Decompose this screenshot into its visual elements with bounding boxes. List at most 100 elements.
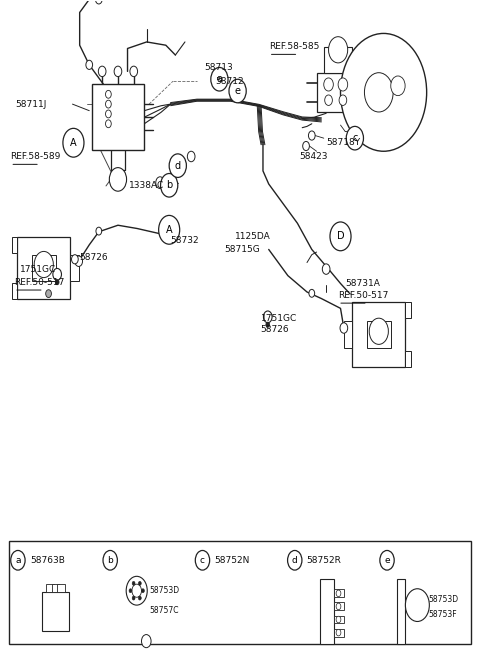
- Bar: [334, 628, 344, 636]
- Circle shape: [156, 176, 164, 188]
- Circle shape: [72, 255, 78, 264]
- Circle shape: [138, 581, 141, 585]
- Circle shape: [11, 550, 25, 570]
- Circle shape: [158, 215, 180, 244]
- Text: 58753F: 58753F: [428, 610, 457, 619]
- Circle shape: [106, 91, 111, 98]
- Text: A: A: [70, 138, 77, 148]
- Circle shape: [336, 616, 341, 623]
- Text: a: a: [15, 556, 21, 565]
- Circle shape: [309, 131, 315, 140]
- Circle shape: [340, 323, 348, 333]
- Bar: [317, 73, 355, 112]
- Text: e: e: [384, 556, 390, 565]
- Bar: [52, 584, 59, 592]
- Circle shape: [132, 596, 135, 600]
- Text: 1338AC: 1338AC: [129, 181, 164, 190]
- Circle shape: [86, 60, 93, 70]
- Circle shape: [195, 550, 210, 570]
- Circle shape: [338, 78, 348, 91]
- Bar: [320, 579, 334, 644]
- Text: 58731A: 58731A: [345, 279, 380, 288]
- Bar: [334, 615, 344, 623]
- Text: b: b: [108, 556, 113, 565]
- Text: c: c: [200, 556, 205, 565]
- Text: 58715G: 58715G: [225, 245, 261, 254]
- Circle shape: [169, 154, 186, 177]
- Circle shape: [55, 279, 59, 285]
- Circle shape: [187, 152, 195, 162]
- Bar: [405, 351, 411, 367]
- Bar: [344, 321, 352, 348]
- Circle shape: [63, 129, 84, 157]
- Bar: [92, 85, 144, 150]
- Circle shape: [229, 79, 246, 103]
- Circle shape: [114, 66, 122, 77]
- Circle shape: [303, 142, 310, 151]
- Circle shape: [309, 289, 315, 297]
- Bar: [12, 237, 17, 253]
- Circle shape: [138, 596, 141, 600]
- Text: REF.58-585: REF.58-585: [269, 42, 319, 51]
- Circle shape: [369, 318, 388, 344]
- Circle shape: [364, 73, 393, 112]
- Text: 1125DA: 1125DA: [235, 232, 271, 241]
- Text: 58763B: 58763B: [30, 556, 65, 565]
- Bar: [324, 47, 352, 73]
- Circle shape: [380, 550, 394, 570]
- Circle shape: [130, 66, 138, 77]
- Circle shape: [264, 311, 272, 323]
- Bar: [12, 283, 17, 299]
- Circle shape: [336, 590, 341, 596]
- Text: d: d: [175, 161, 181, 171]
- Text: c: c: [352, 133, 358, 143]
- Text: 58718Y: 58718Y: [326, 138, 360, 146]
- Text: 58726: 58726: [261, 325, 289, 335]
- Bar: [32, 255, 56, 281]
- Circle shape: [406, 588, 429, 621]
- Circle shape: [324, 95, 332, 106]
- Circle shape: [98, 66, 106, 77]
- Circle shape: [323, 264, 330, 274]
- Text: REF.50-517: REF.50-517: [14, 277, 64, 287]
- Circle shape: [75, 256, 83, 266]
- Circle shape: [96, 227, 102, 235]
- Bar: [367, 321, 391, 348]
- Text: A: A: [166, 225, 172, 235]
- Circle shape: [106, 110, 111, 118]
- Circle shape: [129, 588, 132, 592]
- Circle shape: [211, 68, 228, 91]
- Text: 58753D: 58753D: [149, 586, 180, 595]
- Circle shape: [330, 222, 351, 251]
- Text: a: a: [216, 74, 222, 84]
- Text: REF.50-517: REF.50-517: [338, 291, 388, 300]
- Bar: [17, 237, 70, 299]
- Text: 1751GC: 1751GC: [261, 314, 297, 323]
- Circle shape: [142, 588, 144, 592]
- Circle shape: [132, 581, 135, 585]
- Text: 58757C: 58757C: [149, 606, 179, 615]
- Circle shape: [336, 629, 341, 636]
- Bar: [334, 602, 344, 610]
- Bar: [70, 255, 79, 281]
- Bar: [334, 589, 344, 597]
- Bar: [46, 584, 54, 592]
- Bar: [405, 302, 411, 318]
- Circle shape: [346, 127, 363, 150]
- Bar: [58, 584, 65, 592]
- Circle shape: [132, 584, 142, 597]
- Text: 58752R: 58752R: [307, 556, 342, 565]
- Circle shape: [106, 100, 111, 108]
- Text: d: d: [292, 556, 298, 565]
- Circle shape: [336, 603, 341, 609]
- Text: 58712: 58712: [215, 77, 244, 86]
- Circle shape: [391, 76, 405, 96]
- Text: 58732: 58732: [170, 236, 199, 245]
- Circle shape: [106, 120, 111, 128]
- Text: 1751GC: 1751GC: [20, 265, 56, 274]
- Circle shape: [266, 322, 270, 327]
- Circle shape: [126, 577, 147, 605]
- Text: e: e: [235, 86, 240, 96]
- Circle shape: [96, 0, 102, 4]
- Text: REF.58-589: REF.58-589: [10, 152, 60, 161]
